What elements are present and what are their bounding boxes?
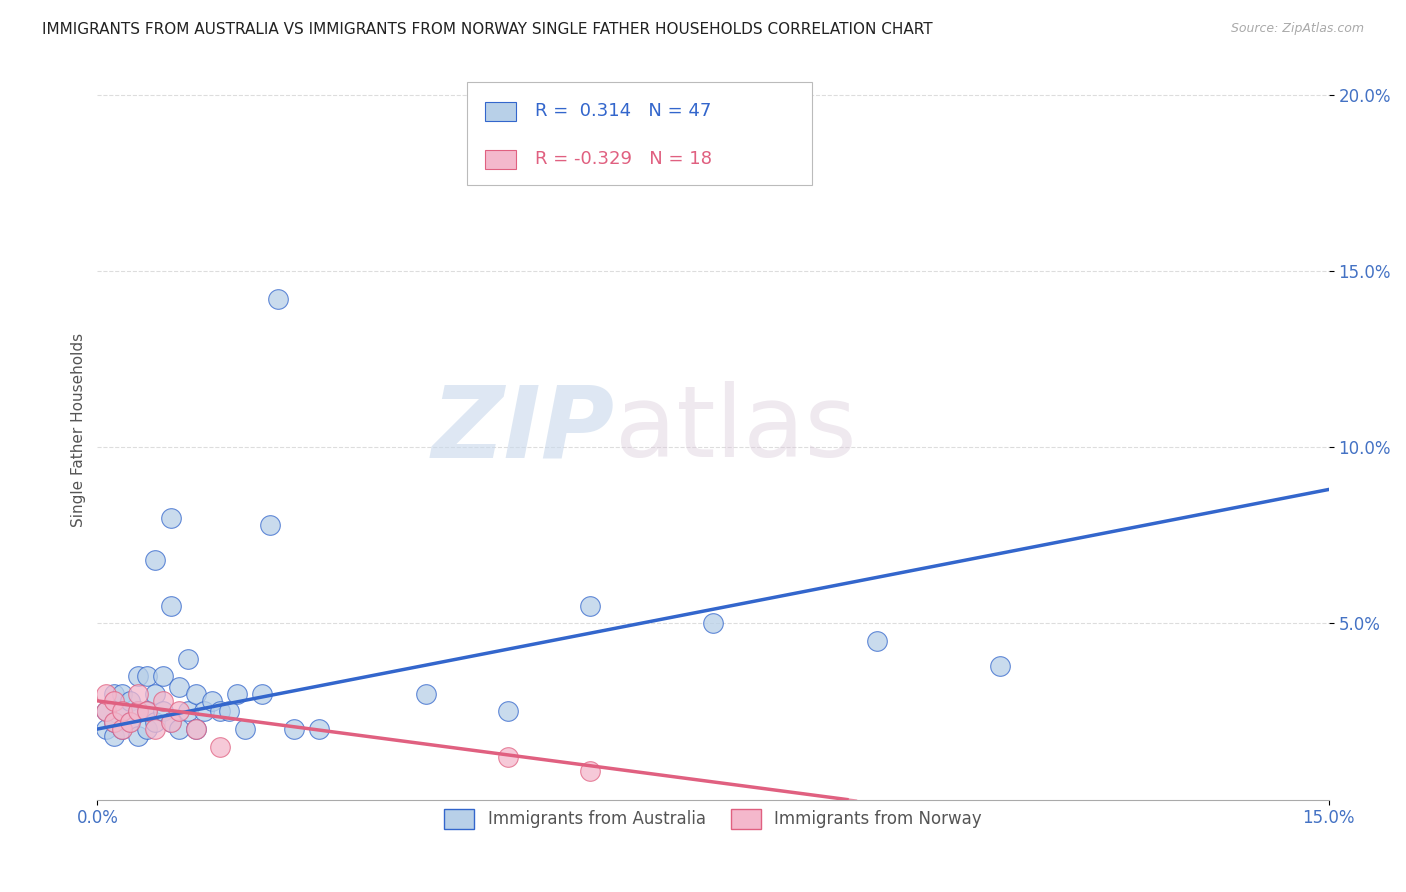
Bar — [485, 150, 516, 169]
Bar — [485, 103, 516, 120]
Point — [135, 722, 157, 736]
Point — [160, 599, 183, 613]
Point — [496, 705, 519, 719]
Point — [176, 705, 198, 719]
Point — [135, 669, 157, 683]
Point — [160, 714, 183, 729]
Point — [184, 722, 207, 736]
Point — [152, 694, 174, 708]
Text: R =  0.314   N = 47: R = 0.314 N = 47 — [534, 103, 711, 120]
Point — [308, 722, 330, 736]
Point — [94, 705, 117, 719]
Point — [111, 722, 134, 736]
Point — [233, 722, 256, 736]
Point — [135, 705, 157, 719]
Point — [209, 705, 232, 719]
Text: ZIP: ZIP — [432, 381, 614, 478]
Point — [579, 764, 602, 779]
Point — [127, 669, 149, 683]
Point — [267, 292, 290, 306]
Point — [120, 714, 142, 729]
Text: Source: ZipAtlas.com: Source: ZipAtlas.com — [1230, 22, 1364, 36]
Text: R = -0.329   N = 18: R = -0.329 N = 18 — [534, 151, 711, 169]
Point — [201, 694, 224, 708]
Point — [415, 687, 437, 701]
Point — [120, 694, 142, 708]
Point — [103, 714, 125, 729]
Point — [990, 658, 1012, 673]
Point — [120, 714, 142, 729]
Text: atlas: atlas — [614, 381, 856, 478]
Point — [152, 669, 174, 683]
Point — [143, 687, 166, 701]
Point — [111, 722, 134, 736]
Point — [127, 729, 149, 743]
Point — [160, 510, 183, 524]
Point — [283, 722, 305, 736]
Point — [127, 705, 149, 719]
Point — [94, 722, 117, 736]
Point — [103, 687, 125, 701]
Point — [103, 729, 125, 743]
Point — [184, 687, 207, 701]
Legend: Immigrants from Australia, Immigrants from Norway: Immigrants from Australia, Immigrants fr… — [437, 802, 988, 836]
Point — [127, 687, 149, 701]
Point — [127, 705, 149, 719]
Point — [143, 553, 166, 567]
Point — [176, 651, 198, 665]
Point — [103, 714, 125, 729]
Point — [496, 750, 519, 764]
Point — [209, 739, 232, 754]
Point — [226, 687, 249, 701]
Point — [111, 705, 134, 719]
Point — [103, 694, 125, 708]
Point — [135, 705, 157, 719]
Point — [111, 687, 134, 701]
Point — [94, 705, 117, 719]
Point — [218, 705, 240, 719]
Y-axis label: Single Father Households: Single Father Households — [72, 333, 86, 526]
Text: IMMIGRANTS FROM AUSTRALIA VS IMMIGRANTS FROM NORWAY SINGLE FATHER HOUSEHOLDS COR: IMMIGRANTS FROM AUSTRALIA VS IMMIGRANTS … — [42, 22, 932, 37]
Point — [169, 705, 191, 719]
Point — [111, 705, 134, 719]
FancyBboxPatch shape — [467, 82, 811, 186]
Point — [169, 722, 191, 736]
Point — [184, 722, 207, 736]
Point — [259, 517, 281, 532]
Point — [250, 687, 273, 701]
Point — [160, 714, 183, 729]
Point — [866, 634, 889, 648]
Point — [579, 599, 602, 613]
Point — [193, 705, 215, 719]
Point — [702, 616, 724, 631]
Point — [143, 722, 166, 736]
Point — [94, 687, 117, 701]
Point — [169, 680, 191, 694]
Point — [152, 705, 174, 719]
Point — [143, 714, 166, 729]
